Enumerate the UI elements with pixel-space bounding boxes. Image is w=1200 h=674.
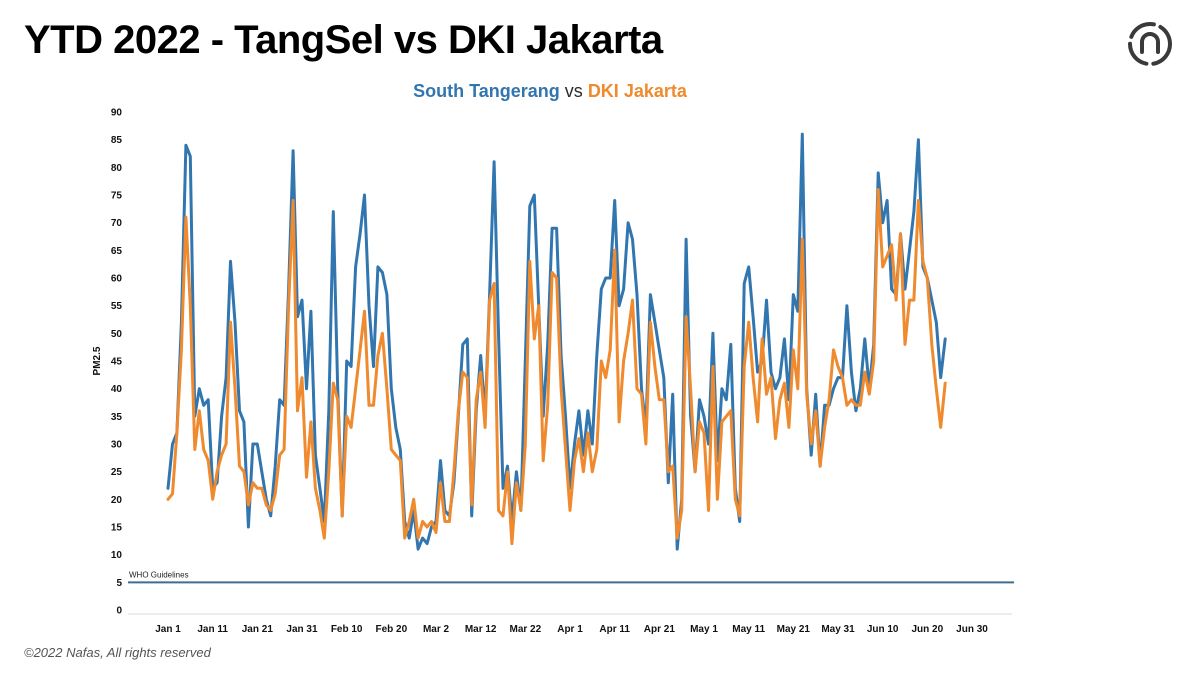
copyright-notice: ©2022 Nafas, All rights reserved (24, 645, 211, 660)
y-tick-label: 25 (111, 467, 123, 478)
chart-title-text: South Tangerang vs DKI Jakarta (413, 81, 688, 101)
x-tick-label: May 21 (777, 624, 811, 635)
y-tick-label: 70 (111, 218, 123, 229)
y-tick-label: 40 (111, 384, 123, 395)
y-tick-label: 60 (111, 274, 123, 285)
y-tick-label: 5 (116, 578, 122, 589)
y-tick-label: 85 (111, 135, 123, 146)
x-tick-label: May 31 (821, 624, 855, 635)
y-tick-label: 30 (111, 440, 123, 451)
x-tick-label: Mar 12 (465, 624, 497, 635)
x-tick-label: Apr 11 (599, 624, 630, 635)
who-guideline: WHO Guidelines (128, 570, 1014, 584)
y-axis: 0 5 10 15 20 25 30 35 40 45 50 55 60 65 70 75 80 85 90 PM2.… (92, 108, 122, 617)
x-tick-label: Apr 1 (557, 624, 583, 635)
x-tick-label: Jan 31 (286, 624, 318, 635)
chart-title: South Tangerang vs DKI Jakarta (413, 81, 688, 101)
y-tick-label: 15 (111, 523, 123, 534)
chart-title-part-0: South Tangerang (413, 81, 560, 101)
y-tick-label: 0 (116, 606, 122, 617)
x-tick-label: Jun 30 (956, 624, 988, 635)
chart-title-part-1: vs (560, 81, 588, 101)
nafas-logo-icon (1128, 22, 1172, 66)
x-tick-label: Jan 1 (155, 624, 181, 635)
y-tick-label: 65 (111, 246, 123, 257)
x-tick-label: May 11 (732, 624, 765, 635)
series-line-south-tangerang (166, 132, 947, 551)
x-axis: Jan 1 Jan 11 Jan 21 Jan 31 Feb 10 Feb 20 Mar 2… (128, 613, 1012, 635)
y-tick-label: 20 (111, 495, 123, 506)
y-tick-label: 35 (111, 412, 123, 423)
x-tick-label: Apr 21 (644, 624, 676, 635)
x-tick-label: Jun 10 (867, 624, 899, 635)
page-title: YTD 2022 - TangSel vs DKI Jakarta (24, 18, 663, 62)
y-tick-label: 50 (111, 329, 123, 340)
x-tick-label: May 1 (690, 624, 718, 635)
x-tick-label: Jun 20 (911, 624, 943, 635)
y-tick-label: 90 (111, 108, 123, 119)
x-tick-label: Mar 2 (423, 624, 450, 635)
x-tick-label: Feb 20 (375, 624, 407, 635)
y-tick-label: 10 (111, 550, 123, 561)
series-line-dki-jakarta (166, 188, 947, 546)
y-tick-label: 55 (111, 301, 123, 312)
y-tick-label: 45 (111, 357, 123, 368)
who-guideline-label: WHO Guidelines (129, 570, 189, 579)
series-lines (166, 132, 947, 551)
x-tick-label: Mar 22 (509, 624, 541, 635)
x-tick-label: Feb 10 (331, 624, 363, 635)
x-tick-label: Jan 11 (197, 624, 228, 635)
y-tick-label: 75 (111, 191, 123, 202)
chart-title-part-2: DKI Jakarta (588, 81, 688, 101)
y-tick-label: 80 (111, 163, 123, 174)
x-tick-label: Jan 21 (242, 624, 274, 635)
y-axis-label: PM2.5 (92, 346, 103, 375)
